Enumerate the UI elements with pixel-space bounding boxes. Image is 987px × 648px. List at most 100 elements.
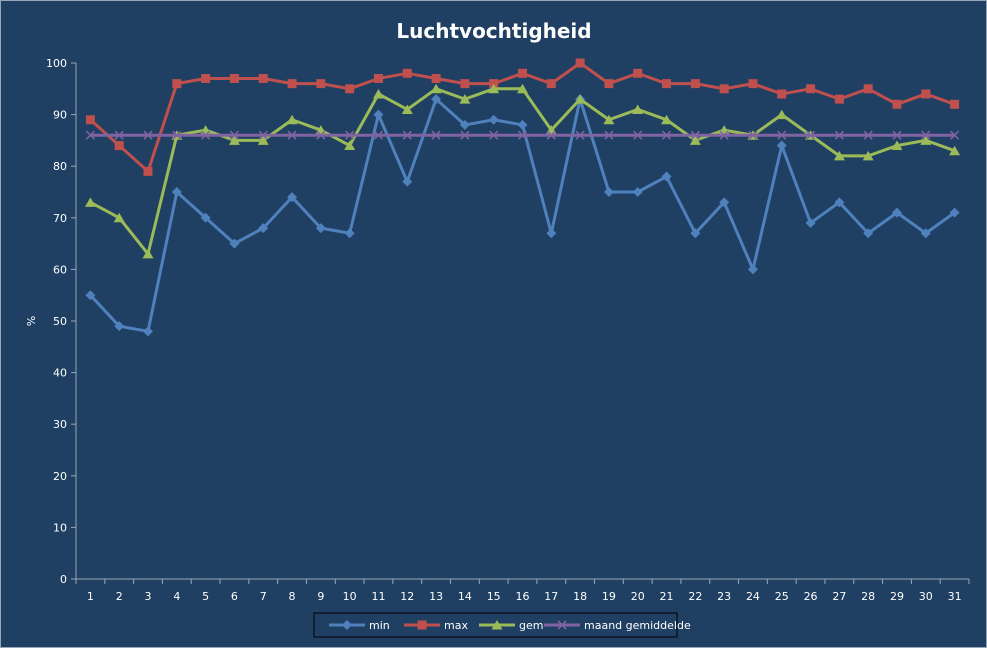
data-point-max: [402, 68, 412, 78]
data-point-gem: [228, 135, 240, 145]
data-point-max: [489, 79, 499, 89]
legend-label: max: [444, 619, 468, 632]
data-point-gem: [689, 135, 701, 145]
data-point-maand-gemiddelde: [345, 130, 355, 140]
data-point-gem: [632, 104, 644, 114]
data-point-gem: [372, 88, 384, 99]
x-tick-label: 10: [343, 590, 357, 603]
data-point-min: [402, 176, 413, 187]
data-point-min: [315, 223, 326, 234]
x-tick-label: 22: [688, 590, 702, 603]
data-point-maand-gemiddelde: [85, 130, 95, 140]
data-point-min: [747, 264, 758, 275]
data-point-min: [776, 140, 787, 151]
x-tick-label: 23: [717, 590, 731, 603]
data-point-maand-gemiddelde: [460, 130, 470, 140]
data-point-gem: [286, 114, 298, 125]
y-tick-label: 80: [53, 160, 67, 173]
legend-swatch-marker: [491, 620, 503, 630]
x-tick-label: 16: [516, 590, 530, 603]
data-point-min: [546, 228, 557, 239]
data-point-min: [200, 212, 211, 223]
y-tick-label: 10: [53, 521, 67, 534]
data-point-maand-gemiddelde: [402, 130, 412, 140]
data-point-max: [633, 68, 643, 78]
data-point-min: [517, 119, 528, 130]
data-point-min: [719, 197, 730, 208]
legend-swatch-marker: [342, 620, 352, 630]
x-tick-label: 17: [544, 590, 558, 603]
x-tick-label: 30: [919, 590, 933, 603]
data-point-gem: [459, 94, 471, 104]
data-point-max: [662, 79, 672, 89]
y-tick-label: 50: [53, 315, 67, 328]
x-tick-label: 13: [429, 590, 443, 603]
y-tick-label: 70: [53, 212, 67, 225]
data-point-gem: [776, 109, 788, 120]
series-line-max: [89, 61, 956, 173]
data-point-gem: [949, 145, 961, 156]
y-axis-label: %: [25, 316, 38, 326]
data-point-maand-gemiddelde: [863, 130, 873, 140]
data-point-max: [777, 89, 787, 99]
x-tick-label: 15: [487, 590, 501, 603]
data-point-gem: [517, 83, 528, 94]
legend-label: maand gemiddelde: [584, 619, 691, 632]
y-tick-label: 20: [53, 470, 67, 483]
data-point-min: [891, 207, 902, 218]
x-tick-label: 3: [145, 590, 152, 603]
data-point-maand-gemiddelde: [719, 130, 729, 140]
x-tick-label: 24: [746, 590, 760, 603]
x-tick-label: 5: [202, 590, 209, 603]
x-tick-label: 12: [400, 590, 414, 603]
data-point-maand-gemiddelde: [287, 130, 297, 140]
x-tick-label: 2: [116, 590, 123, 603]
data-point-gem: [920, 135, 932, 145]
y-tick-label: 60: [53, 263, 67, 276]
x-tick-label: 7: [260, 590, 267, 603]
data-point-max: [85, 115, 95, 125]
y-tick-label: 0: [60, 573, 67, 586]
data-point-maand-gemiddelde: [950, 130, 960, 140]
data-point-gem: [661, 114, 673, 125]
data-point-min: [143, 326, 154, 337]
data-point-min: [459, 119, 470, 130]
data-point-max: [143, 166, 153, 176]
x-tick-label: 14: [458, 590, 472, 603]
data-point-maand-gemiddelde: [143, 130, 153, 140]
data-point-maand-gemiddelde: [748, 130, 758, 140]
legend-label: gem: [519, 619, 543, 632]
data-point-min: [632, 187, 643, 197]
x-tick-label: 28: [861, 590, 875, 603]
data-point-min: [171, 187, 182, 197]
data-point-maand-gemiddelde: [489, 130, 499, 140]
data-point-max: [287, 79, 297, 89]
data-point-max: [258, 73, 268, 83]
chart-title: Luchtvochtigheid: [396, 19, 591, 43]
data-point-maand-gemiddelde: [114, 130, 124, 140]
data-point-min: [114, 321, 125, 332]
data-point-gem: [603, 114, 615, 125]
data-point-max: [604, 79, 614, 89]
data-point-max: [460, 79, 470, 89]
y-tick-label: 30: [53, 418, 67, 431]
data-point-maand-gemiddelde: [604, 130, 614, 140]
data-point-maand-gemiddelde: [633, 130, 643, 140]
y-tick-label: 100: [46, 57, 67, 70]
legend-item-min: min: [329, 619, 390, 632]
data-point-maand-gemiddelde: [575, 130, 585, 140]
legend-swatch-marker: [417, 620, 427, 630]
data-point-max: [575, 58, 585, 68]
data-point-min: [834, 197, 845, 208]
y-tick-label: 90: [53, 109, 67, 122]
data-point-min: [373, 109, 384, 120]
data-point-maand-gemiddelde: [661, 130, 672, 140]
data-point-min: [949, 207, 960, 218]
data-point-gem: [891, 140, 903, 151]
x-tick-label: 1: [87, 590, 94, 603]
x-tick-label: 25: [775, 590, 789, 603]
data-point-maand-gemiddelde: [172, 130, 182, 140]
